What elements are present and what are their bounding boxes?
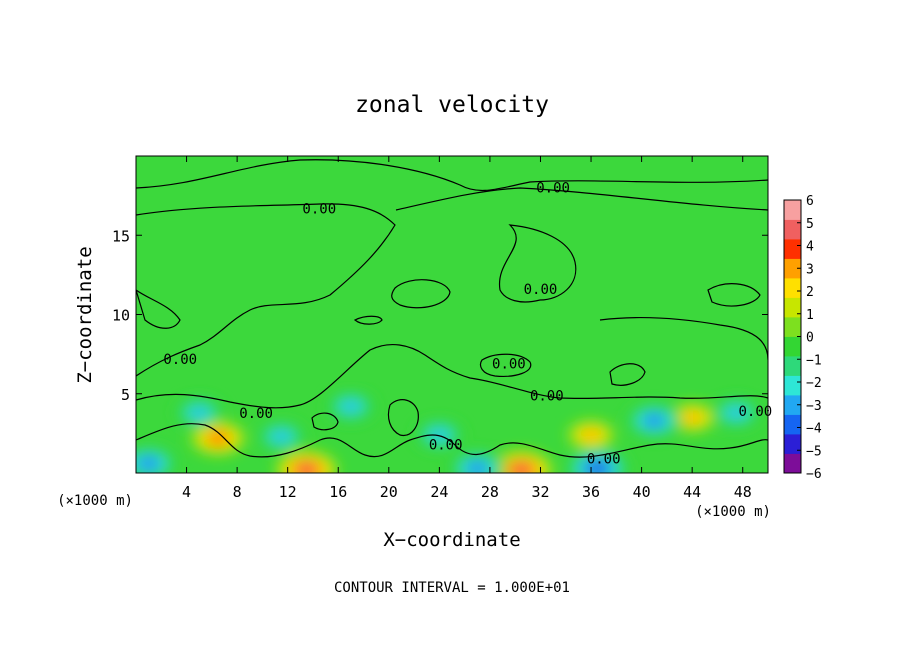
- contour-line: [707, 283, 761, 307]
- contour-line: [136, 203, 396, 377]
- field-blob: [591, 464, 604, 473]
- y-axis-label: Z−coordinate: [74, 246, 96, 383]
- field-blob: [211, 434, 225, 443]
- colorbar-swatch: [784, 200, 801, 220]
- x-tick-label: 24: [430, 483, 448, 501]
- contour-line: [136, 159, 768, 192]
- x-tick-label: 48: [734, 483, 752, 501]
- contour-label: 0.00: [492, 357, 526, 373]
- colorbar-swatch: [784, 239, 801, 259]
- contour-line: [136, 423, 768, 458]
- contour-line: [387, 399, 419, 437]
- contour-label: 0.00: [739, 404, 773, 420]
- colorbar-tick-label: −2: [806, 376, 822, 391]
- colorbar-swatch: [784, 317, 801, 337]
- contour-label: 0.00: [530, 388, 564, 404]
- colorbar-swatch: [784, 278, 801, 298]
- x-tick-label: 12: [279, 483, 297, 501]
- colorbar-swatch: [784, 414, 801, 435]
- x-unit-right: (×1000 m): [695, 504, 771, 520]
- colorbar-swatch: [784, 375, 801, 396]
- contour-label: 0.00: [302, 201, 336, 217]
- y-tick-label: 15: [112, 227, 130, 245]
- field-blob: [192, 408, 207, 418]
- colorbar-tick-label: −6: [806, 467, 822, 482]
- colorbar-swatch: [784, 297, 801, 318]
- colorbar-tick-label: 0: [806, 331, 814, 346]
- chart-title: zonal velocity: [355, 92, 549, 118]
- colorbar-tick-label: 2: [806, 285, 814, 300]
- field-blob: [685, 413, 700, 422]
- colorbar-tick-label: 4: [806, 240, 814, 255]
- colorbar-tick-label: 5: [806, 217, 814, 232]
- x-tick-label: 40: [633, 483, 651, 501]
- x-axis: 4 8 12 16 20 24 28 32 36 40 44 48: [182, 156, 752, 501]
- colorbar-tick-label: −5: [806, 444, 822, 459]
- field-blob: [584, 430, 599, 440]
- x-axis-label: X−coordinate: [383, 529, 520, 551]
- colorbar-tick-label: −3: [806, 399, 822, 414]
- contour-line: [609, 363, 646, 386]
- colorbar-tick-label: −1: [806, 353, 822, 368]
- contour-line: [395, 187, 768, 211]
- contour-label: 0.00: [239, 406, 273, 422]
- colorbar: 6 5 4 3 2 1 0 −1 −2 −3 −4 −5 −6: [783, 194, 822, 482]
- colorbar-swatch: [784, 434, 801, 454]
- contour-line: [353, 315, 383, 325]
- field-blob: [647, 416, 661, 425]
- contour-line: [479, 353, 532, 377]
- zero-contours: [136, 159, 768, 458]
- y-axis: 5 10 15: [112, 227, 768, 404]
- x-tick-label: 28: [481, 483, 499, 501]
- velocity-field: [136, 391, 761, 473]
- colorbar-swatch: [784, 395, 801, 415]
- x-tick-label: 20: [380, 483, 398, 501]
- y-tick-label: 5: [121, 386, 130, 404]
- colorbar-swatch: [784, 219, 801, 240]
- x-tick-label: 44: [683, 483, 701, 501]
- contour-label: 0.00: [429, 437, 463, 453]
- colorbar-swatch: [784, 453, 801, 474]
- contour-line: [136, 343, 768, 409]
- field-blob: [515, 466, 528, 473]
- colorbar-swatch: [784, 258, 801, 279]
- contour-line: [311, 412, 339, 431]
- contour-interval-note: CONTOUR INTERVAL = 1.000E+01: [334, 580, 570, 596]
- colorbar-swatch: [784, 356, 801, 376]
- field-blob: [300, 466, 313, 473]
- colorbar-tick-label: 1: [806, 308, 814, 323]
- x-tick-label: 16: [329, 483, 347, 501]
- contour-line: [391, 279, 451, 309]
- x-tick-label: 36: [582, 483, 600, 501]
- y-tick-label: 10: [112, 307, 130, 325]
- colorbar-tick-label: 3: [806, 262, 814, 277]
- contour-label: 0.00: [536, 181, 570, 197]
- field-blob: [142, 459, 156, 468]
- field-blobs: [136, 391, 761, 473]
- colorbar-swatch: [784, 336, 801, 357]
- contour-labels: 0.000.000.000.00 0.000.000.000.000.000.00: [163, 181, 772, 468]
- contour-label: 0.00: [587, 452, 621, 468]
- field-blob: [470, 464, 484, 473]
- contour-line: [499, 224, 577, 303]
- colorbar-tick-label: 6: [806, 194, 814, 209]
- colorbar-tick-label: −4: [806, 422, 822, 437]
- x-tick-label: 8: [233, 483, 242, 501]
- contour-label: 0.00: [524, 282, 558, 298]
- field-blob: [729, 408, 744, 418]
- contour-line: [599, 316, 768, 361]
- contour-line: [136, 289, 181, 329]
- field-blob: [343, 402, 358, 411]
- x-tick-label: 4: [182, 483, 191, 501]
- field-blob: [274, 432, 289, 441]
- x-tick-label: 32: [531, 483, 549, 501]
- x-unit-left: (×1000 m): [57, 493, 133, 509]
- plot-area: 0.000.000.000.00 0.000.000.000.000.000.00: [135, 155, 772, 474]
- contour-label: 0.00: [163, 352, 197, 368]
